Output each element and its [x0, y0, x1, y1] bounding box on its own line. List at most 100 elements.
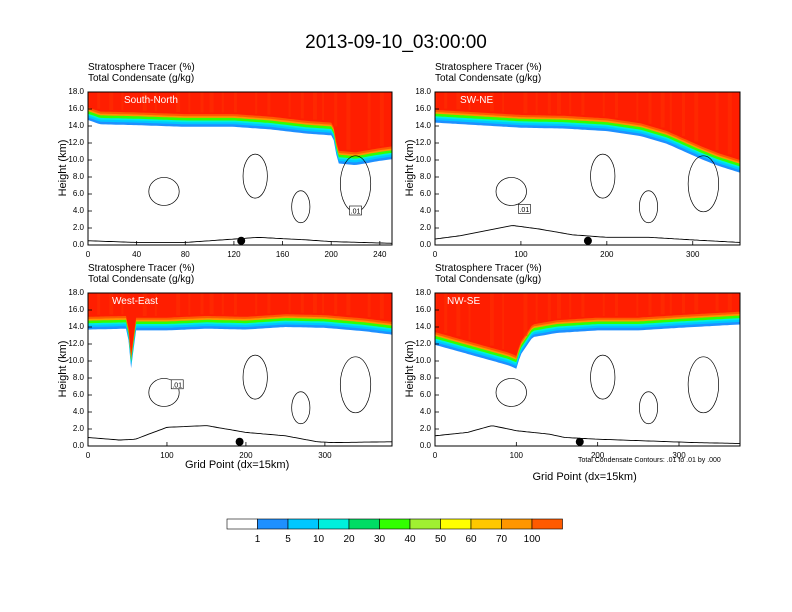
tracer-streak: [547, 293, 551, 321]
y-axis-title: Height (km): [57, 340, 69, 397]
tracer-streak: [602, 293, 605, 316]
terrain-line: [87, 425, 392, 444]
y-tick-label: 16.0: [68, 104, 84, 113]
y-axis-title: Height (km): [404, 340, 416, 397]
tracer-streak: [502, 92, 505, 113]
tracer-streak: [121, 92, 124, 111]
tracer-streak: [188, 92, 191, 113]
condensate-contour: [590, 354, 616, 400]
x-tick-label: 0: [432, 250, 438, 259]
y-tick-label: 14.0: [415, 121, 431, 130]
tracer-streak: [535, 293, 538, 323]
main-title: 2013-09-10_03:00:00: [305, 32, 487, 53]
y-tick-label: 6.0: [72, 390, 84, 399]
tracer-streak: [379, 92, 384, 147]
y-axis-title: Height (km): [404, 139, 416, 196]
tracer-streak: [312, 293, 317, 314]
tracer-streak: [602, 92, 605, 117]
tracer-streak: [154, 293, 157, 316]
panel-header-condensate: Total Condensate (g/kg): [88, 274, 195, 285]
y-axis-title: Height (km): [57, 139, 69, 196]
tracer-streak: [267, 92, 271, 115]
y-tick-label: 0.0: [419, 441, 431, 450]
condensate-contour: [495, 177, 527, 206]
tracer-streak: [267, 293, 271, 314]
y-tick-label: 4.0: [72, 407, 84, 416]
x-tick-label: 0: [432, 451, 438, 460]
x-tick-label: 0: [85, 250, 91, 259]
contour-label-text: .01: [351, 209, 361, 216]
tracer-streak: [694, 92, 699, 142]
contour-label-text: .01: [172, 382, 182, 389]
tracer-streak: [221, 293, 224, 315]
tracer-streak: [444, 92, 448, 109]
tracer-streak: [300, 92, 304, 119]
region-label: NW-SE: [447, 296, 481, 307]
contour-label-text: .01: [519, 207, 529, 214]
tracer-streak: [88, 293, 90, 316]
panel-header-tracer: Stratosphere Tracer (%): [88, 263, 195, 274]
y-tick-label: 14.0: [415, 322, 431, 331]
y-tick-label: 16.0: [68, 305, 84, 314]
tracer-streak: [569, 293, 572, 318]
tracer-streak: [660, 92, 665, 128]
tracer-streak: [255, 293, 258, 315]
y-tick-label: 10.0: [415, 155, 431, 164]
y-tick-label: 16.0: [415, 305, 431, 314]
tracer-streak: [288, 293, 291, 313]
contour-note: Total Condensate Contours: .01 to .01 by…: [578, 457, 721, 464]
y-tick-label: 2.0: [419, 424, 431, 433]
condensate-contour: [339, 356, 372, 414]
tracer-streak: [456, 293, 461, 337]
plot-frame: [434, 91, 741, 246]
tracer-streak: [435, 92, 437, 109]
x-tick-label: 300: [686, 250, 700, 259]
tracer-streak: [569, 92, 572, 115]
x-tick-label: 40: [132, 250, 142, 259]
colorbar-label: 100: [523, 534, 541, 545]
contour-label-box: [518, 204, 531, 214]
colorbar-swatch: [501, 518, 533, 530]
tracer-streak: [581, 92, 585, 116]
y-tick-label: 18.0: [415, 288, 431, 297]
condensate-contour: [291, 190, 311, 224]
panel-header-tracer: Stratosphere Tracer (%): [88, 62, 195, 73]
location-marker: [237, 236, 246, 245]
condensate-contour: [242, 354, 268, 400]
tracer-streak: [614, 92, 618, 118]
tracer-streak: [489, 92, 494, 112]
tracer-streak: [300, 293, 304, 313]
colorbar-label: 40: [404, 534, 416, 545]
tracer-streak: [669, 92, 672, 131]
tracer-streak: [535, 92, 538, 114]
panel-header-condensate: Total Condensate (g/kg): [435, 73, 542, 84]
plot-frame: [87, 292, 393, 447]
x-tick-label: 200: [590, 451, 605, 460]
x-axis-title: Grid Point (dx=15km): [185, 459, 290, 471]
tracer-streak: [322, 92, 325, 121]
y-tick-label: 12.0: [68, 339, 84, 348]
colorbar-label: 5: [285, 534, 291, 545]
tracer-streak: [648, 293, 652, 316]
tracer-streak: [523, 92, 528, 114]
y-tick-label: 0.0: [72, 441, 84, 450]
tracer-streak: [367, 92, 371, 149]
condensate-contour: [639, 190, 659, 224]
panel-header-condensate: Total Condensate (g/kg): [88, 73, 195, 84]
tracer-streak: [312, 92, 317, 120]
colorbar-label: 20: [343, 534, 355, 545]
tracer-streak: [435, 293, 437, 331]
colorbar-swatch: [379, 518, 411, 530]
colorbar-swatch: [287, 518, 319, 530]
y-tick-label: 18.0: [415, 87, 431, 96]
tracer-streak: [694, 293, 699, 313]
tracer-streak: [444, 293, 448, 333]
y-tick-label: 2.0: [72, 223, 84, 232]
x-tick-label: 100: [160, 451, 174, 460]
tracer-streak: [346, 92, 351, 150]
y-tick-label: 18.0: [68, 87, 84, 96]
region-label: South-North: [124, 95, 178, 106]
y-tick-label: 0.0: [419, 240, 431, 249]
tracer-streak: [557, 92, 561, 114]
x-tick-label: 300: [318, 451, 332, 460]
